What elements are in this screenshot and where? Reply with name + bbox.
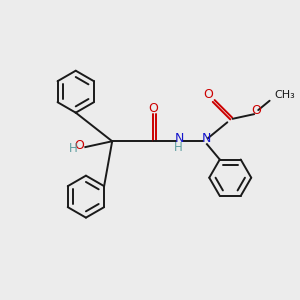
Text: O: O <box>203 88 213 101</box>
Text: N: N <box>175 132 184 146</box>
Text: O: O <box>252 103 261 117</box>
Text: O: O <box>148 102 158 115</box>
Text: N: N <box>201 132 211 146</box>
Text: O: O <box>74 140 84 152</box>
Text: H: H <box>174 142 183 154</box>
Text: CH₃: CH₃ <box>275 91 296 100</box>
Text: H: H <box>68 142 77 155</box>
